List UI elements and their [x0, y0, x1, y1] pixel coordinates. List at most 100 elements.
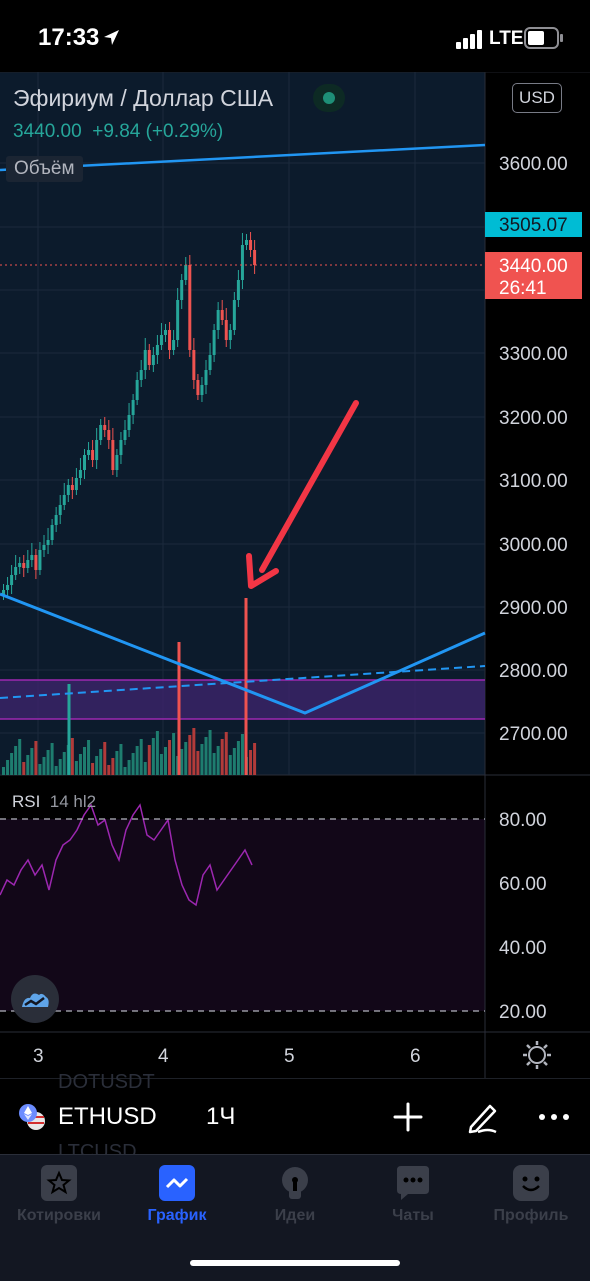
- tab-label-chats: Чаты: [392, 1207, 434, 1224]
- dashed-trendline[interactable]: [0, 665, 486, 699]
- volume-bar: [115, 751, 119, 775]
- more-icon[interactable]: [534, 1097, 574, 1137]
- volume-bar: [22, 762, 26, 775]
- candle-body: [131, 400, 135, 415]
- volume-bar: [10, 753, 14, 775]
- volume-bar: [46, 750, 50, 775]
- volume-bar: [119, 744, 123, 775]
- rsi-legend[interactable]: RSI 14 hl2: [12, 792, 96, 812]
- candle-body: [58, 505, 62, 515]
- candle-body: [10, 575, 14, 585]
- grid: [0, 72, 485, 775]
- tradingview-logo-icon[interactable]: [11, 975, 59, 1023]
- candle-body: [83, 455, 86, 470]
- candle-body: [123, 430, 127, 440]
- status-time: 17:33: [38, 24, 100, 51]
- signal-icon: [456, 30, 482, 49]
- price-tag-cyan-text: 3505.07: [499, 215, 568, 236]
- candle-body: [30, 555, 34, 560]
- volume-label[interactable]: Объём: [6, 156, 83, 182]
- plus-icon[interactable]: [388, 1097, 428, 1137]
- volume-bar: [127, 760, 131, 775]
- price-info: 3440.00 +9.84 (+0.29%): [13, 121, 223, 143]
- candle-body: [249, 240, 253, 250]
- candle-body: [253, 250, 257, 265]
- volume-bar: [192, 728, 196, 775]
- candle-body: [143, 350, 147, 370]
- volume-bar: [135, 746, 139, 775]
- candle-body: [139, 370, 143, 380]
- symbol-button[interactable]: ETHUSD: [58, 1103, 157, 1130]
- status-bar: 17:33 LTE: [0, 0, 590, 72]
- candle-body: [151, 355, 155, 365]
- y-label-3000: 3000.00: [499, 535, 568, 556]
- volume-bar: [172, 733, 176, 775]
- tab-label-ideas: Идеи: [274, 1207, 316, 1224]
- symbol-title[interactable]: Эфириум / Доллар США: [13, 85, 274, 111]
- candle-body: [115, 455, 119, 470]
- rsi-level-40: 40.00: [499, 938, 547, 959]
- x-label-4: 4: [158, 1046, 169, 1067]
- location-arrow-icon: [104, 30, 119, 45]
- star-icon: [41, 1165, 77, 1201]
- tab-chats[interactable]: Чаты: [354, 1165, 472, 1225]
- zone-rectangle[interactable]: [0, 680, 485, 719]
- tab-quotes[interactable]: Котировки: [0, 1165, 118, 1225]
- candle-body: [232, 300, 236, 330]
- volume-bar: [232, 748, 236, 775]
- bottom-tab-bar: Котировки График Идеи Чаты Профиль: [0, 1154, 590, 1281]
- candle-body: [2, 590, 5, 595]
- volume-bar: [151, 738, 155, 775]
- annotation-arrow[interactable]: [259, 400, 359, 573]
- volume-bar: [14, 746, 18, 775]
- volume-bar: [70, 738, 74, 775]
- tab-ideas[interactable]: Идеи: [236, 1165, 354, 1225]
- pencil-icon[interactable]: [463, 1097, 503, 1137]
- chart-area[interactable]: 3600.00 3300.00 3200.00 3100.00 3000.00 …: [0, 72, 590, 1078]
- candle-body: [54, 515, 58, 525]
- y-label-2800: 2800.00: [499, 661, 568, 682]
- tab-label-quotes: Котировки: [16, 1207, 102, 1224]
- candle-body: [14, 567, 18, 575]
- candle-body: [99, 425, 103, 440]
- currency-badge[interactable]: USD: [512, 83, 562, 113]
- volume-bar: [107, 765, 111, 775]
- candle-body: [224, 320, 228, 340]
- volume-bar: [184, 742, 188, 775]
- candles: [2, 232, 257, 600]
- candle-body: [26, 560, 30, 568]
- price-tag-last-text: 3440.00: [499, 256, 568, 277]
- market-status-icon[interactable]: [313, 84, 345, 112]
- volume-bar: [54, 766, 58, 775]
- volume-bar: [18, 739, 22, 775]
- candle-body: [164, 330, 167, 335]
- bulb-icon: [282, 1167, 308, 1199]
- candle-body: [70, 485, 74, 490]
- settings-gear-icon[interactable]: [523, 1041, 551, 1069]
- volume-bar: [26, 755, 30, 775]
- candle-body: [212, 330, 216, 355]
- candle-body: [46, 540, 50, 545]
- candle-body: [208, 355, 212, 370]
- volume-bar: [123, 767, 127, 775]
- chart-canvas[interactable]: 3600.00 3300.00 3200.00 3100.00 3000.00 …: [0, 72, 590, 1078]
- rsi-band: [0, 819, 485, 1011]
- volume-bar: [164, 747, 167, 775]
- interval-button[interactable]: 1Ч: [206, 1103, 236, 1130]
- tab-profile[interactable]: Профиль: [472, 1165, 590, 1225]
- v-trendline[interactable]: [0, 592, 486, 715]
- eth-usd-flag-icon: [19, 1104, 45, 1130]
- volume-bar: [91, 763, 95, 775]
- volume-bar: [30, 748, 34, 775]
- symbol-toolbar: DOTUSDT LTCUSD ETHUSD 1Ч: [0, 1071, 590, 1163]
- candle-body: [159, 335, 163, 345]
- chart-icon: [159, 1165, 195, 1201]
- candle-body: [18, 563, 22, 567]
- candle-body: [196, 380, 200, 395]
- candle-body: [103, 425, 107, 430]
- candle-body: [220, 310, 224, 320]
- tab-chart[interactable]: График: [118, 1165, 236, 1225]
- candle-body: [127, 415, 131, 430]
- candle-body: [50, 525, 54, 540]
- x-label-6: 6: [410, 1046, 421, 1067]
